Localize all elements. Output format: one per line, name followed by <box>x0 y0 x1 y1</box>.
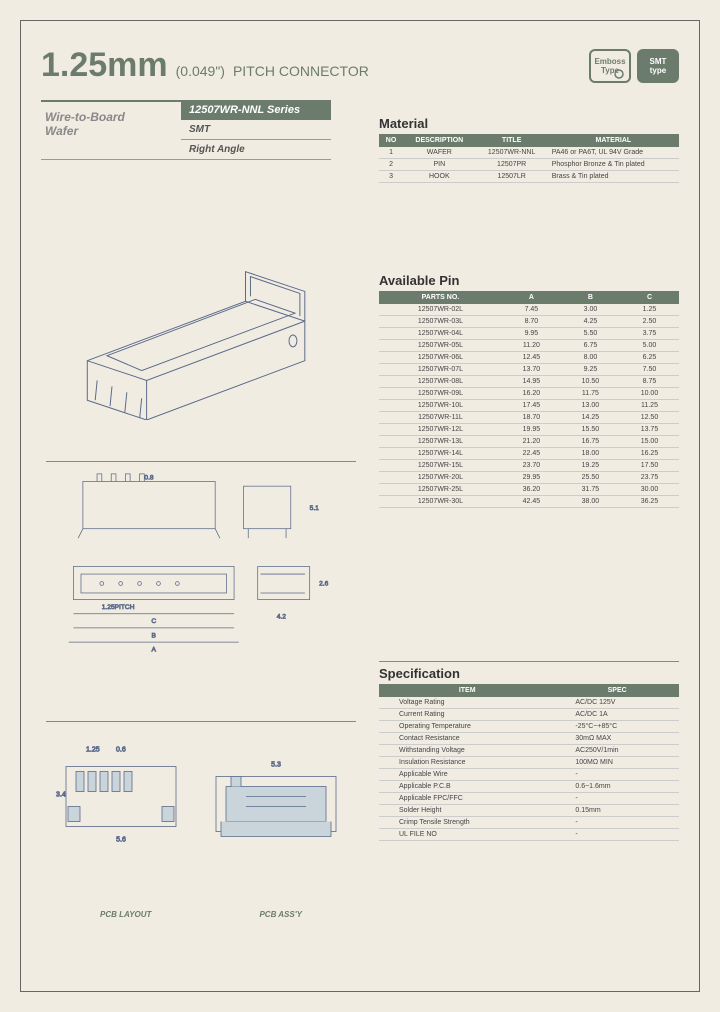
svg-text:B: B <box>152 632 157 639</box>
table-row: 12507WR-15L23.7019.2517.50 <box>379 460 679 472</box>
table-row: 2PIN12507PRPhosphor Bronze & Tin plated <box>379 159 679 171</box>
right-column: Material NODESCRIPTIONTITLEMATERIAL 1WAF… <box>379 116 679 508</box>
table-row: 12507WR-25L36.2031.7530.00 <box>379 484 679 496</box>
table-row: 12507WR-14L22.4518.0016.25 <box>379 448 679 460</box>
category-1: Wire-to-Board <box>45 110 177 124</box>
emboss-badge: Emboss Type <box>589 49 631 83</box>
svg-text:5.6: 5.6 <box>116 837 126 844</box>
pitch-mm: 1.25mm <box>41 46 168 85</box>
category-2: Wafer <box>45 124 177 138</box>
table-header: A <box>502 291 561 304</box>
table-row: 12507WR-07L13.709.257.50 <box>379 364 679 376</box>
isometric-drawing <box>46 241 356 421</box>
table-header: ITEM <box>379 684 555 697</box>
svg-text:3.4: 3.4 <box>56 792 66 799</box>
spec-table: ITEMSPEC Voltage RatingAC/DC 125VCurrent… <box>379 684 679 841</box>
table-row: 12507WR-04L9.955.503.75 <box>379 328 679 340</box>
table-header: NO <box>379 134 403 147</box>
svg-text:0.6: 0.6 <box>116 747 126 754</box>
spec-title: Specification <box>379 666 679 681</box>
technical-drawing: 0.8 5.1 1.25PITCH C B A 2.6 <box>46 461 356 661</box>
available-pin-title: Available Pin <box>379 273 679 288</box>
material-table: NODESCRIPTIONTITLEMATERIAL 1WAFER12507WR… <box>379 134 679 183</box>
svg-text:5.3: 5.3 <box>271 762 281 769</box>
table-row: 12507WR-12L19.9515.5013.75 <box>379 424 679 436</box>
svg-text:C: C <box>151 618 156 625</box>
smt-badge: SMT type <box>637 49 679 83</box>
layout-drawing: 1.25 0.6 3.4 5.6 5.3 PCB LAYOUT PCB ASS'… <box>46 721 356 901</box>
table-row: 12507WR-20L29.9525.5023.75 <box>379 472 679 484</box>
angle-type: Right Angle <box>181 140 331 160</box>
svg-text:A: A <box>152 647 157 654</box>
table-row: Applicable P.C.B0.6~1.6mm <box>379 781 679 793</box>
material-section: Material NODESCRIPTIONTITLEMATERIAL 1WAF… <box>379 116 679 183</box>
spec-section: Specification ITEMSPEC Voltage RatingAC/… <box>379 661 679 841</box>
table-header: DESCRIPTION <box>403 134 476 147</box>
table-row: 12507WR-13L21.2016.7515.00 <box>379 436 679 448</box>
table-row: Applicable FPC/FFC- <box>379 793 679 805</box>
material-title: Material <box>379 116 679 131</box>
pitch-inch: (0.049") <box>176 63 225 79</box>
table-header: SPEC <box>555 684 679 697</box>
table-row: 1WAFER12507WR-NNLPA46 or PA6T, UL 94V Gr… <box>379 147 679 159</box>
pcb-assy-caption: PCB ASS'Y <box>259 910 302 919</box>
table-row: 12507WR-06L12.458.006.25 <box>379 352 679 364</box>
series-name: 12507WR-NNL Series <box>181 100 331 120</box>
table-header: MATERIAL <box>548 134 679 147</box>
table-header: TITLE <box>476 134 548 147</box>
pcb-layout-caption: PCB LAYOUT <box>100 910 151 919</box>
table-row: 12507WR-10L17.4513.0011.25 <box>379 400 679 412</box>
page-frame: 1.25mm (0.049") PITCH CONNECTOR Emboss T… <box>20 20 700 992</box>
table-row: 3HOOK12507LRBrass & Tin plated <box>379 171 679 183</box>
table-row: Crimp Tensile Strength- <box>379 817 679 829</box>
table-row: 12507WR-03L8.704.252.50 <box>379 316 679 328</box>
table-header: PARTS NO. <box>379 291 502 304</box>
table-row: Current RatingAC/DC 1A <box>379 709 679 721</box>
header: 1.25mm (0.049") PITCH CONNECTOR Emboss T… <box>41 46 679 85</box>
title-rest: PITCH CONNECTOR <box>233 63 369 79</box>
table-row: Voltage RatingAC/DC 125V <box>379 697 679 709</box>
table-row: 12507WR-05L11.206.755.00 <box>379 340 679 352</box>
table-row: UL FILE NO- <box>379 829 679 841</box>
mount-type: SMT <box>181 120 331 140</box>
available-pin-table: PARTS NO.ABC 12507WR-02L7.453.001.251250… <box>379 291 679 508</box>
svg-text:5.1: 5.1 <box>310 505 320 512</box>
table-row: 12507WR-08L14.9510.508.75 <box>379 376 679 388</box>
svg-text:4.2: 4.2 <box>277 613 287 620</box>
table-row: Insulation Resistance100MΩ MIN <box>379 757 679 769</box>
table-header: B <box>561 291 620 304</box>
table-row: Withstanding VoltageAC250V/1min <box>379 745 679 757</box>
svg-text:1.25: 1.25 <box>86 747 100 754</box>
table-row: 12507WR-30L42.4538.0036.25 <box>379 496 679 508</box>
table-row: Contact Resistance30mΩ MAX <box>379 733 679 745</box>
svg-text:0.8: 0.8 <box>144 475 154 482</box>
series-box: 12507WR-NNL Series SMT Right Angle <box>181 100 331 160</box>
available-pin-section: Available Pin PARTS NO.ABC 12507WR-02L7.… <box>379 273 679 508</box>
table-row: 12507WR-02L7.453.001.25 <box>379 304 679 316</box>
table-row: Operating Temperature-25°C~+85°C <box>379 721 679 733</box>
category-box: Wire-to-Board Wafer <box>41 100 181 160</box>
svg-text:2.6: 2.6 <box>319 580 329 587</box>
table-row: 12507WR-09L16.2011.7510.00 <box>379 388 679 400</box>
badge-group: Emboss Type SMT type <box>589 49 679 83</box>
table-row: Applicable Wire- <box>379 769 679 781</box>
page-title: 1.25mm (0.049") PITCH CONNECTOR <box>41 46 369 85</box>
svg-text:1.25PITCH: 1.25PITCH <box>102 604 135 611</box>
table-header: C <box>620 291 679 304</box>
table-row: Solder Height0.15mm <box>379 805 679 817</box>
table-row: 12507WR-11L18.7014.2512.50 <box>379 412 679 424</box>
